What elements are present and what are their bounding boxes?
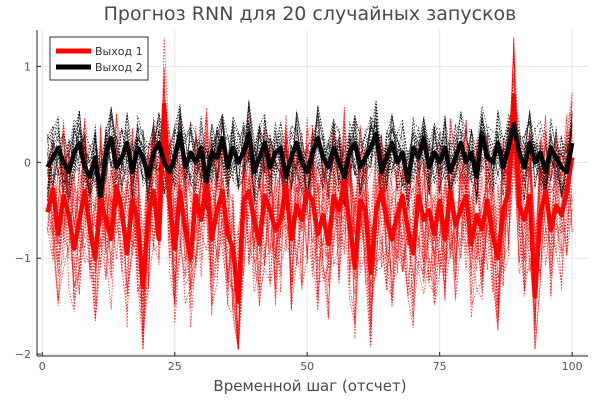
series-line-output-2 xyxy=(45,121,575,199)
axes xyxy=(36,30,588,357)
y-tick-label-3: −2 xyxy=(15,348,31,361)
run-trace-output-1-16 xyxy=(47,113,573,350)
series-line-output-1 xyxy=(45,92,575,304)
series-lines xyxy=(45,92,575,304)
x-tick-label-3: 75 xyxy=(433,360,447,373)
y-tick-label-1: 0 xyxy=(24,156,31,169)
legend: Выход 1 Выход 2 xyxy=(49,36,149,81)
run-trace-output-1-17 xyxy=(47,80,573,350)
y-tick-label-2: −1 xyxy=(15,252,31,265)
x-tick-label-2: 50 xyxy=(300,360,314,373)
y-tick-label-0: 1 xyxy=(24,60,31,73)
run-trace-output-2-8 xyxy=(47,109,573,215)
x-tick-label-1: 25 xyxy=(168,360,182,373)
x-tick-label-0: 0 xyxy=(39,360,46,373)
legend-label-output-1: Выход 1 xyxy=(95,45,143,58)
x-tick-label-4: 100 xyxy=(562,360,583,373)
x-axis-label: Временной шаг (отсчет) xyxy=(213,377,406,395)
legend-box xyxy=(49,36,149,81)
run-trace-output-1-14 xyxy=(47,37,573,328)
chart-title: Прогноз RNN для 20 случайных запусков xyxy=(104,3,517,25)
run-trace-output-2-9 xyxy=(47,95,573,204)
run-trace-output-1-15 xyxy=(47,47,573,338)
legend-label-output-2: Выход 2 xyxy=(95,61,143,74)
tick-labels: 0 25 50 75 100 1 0 −1 −2 xyxy=(15,60,583,373)
